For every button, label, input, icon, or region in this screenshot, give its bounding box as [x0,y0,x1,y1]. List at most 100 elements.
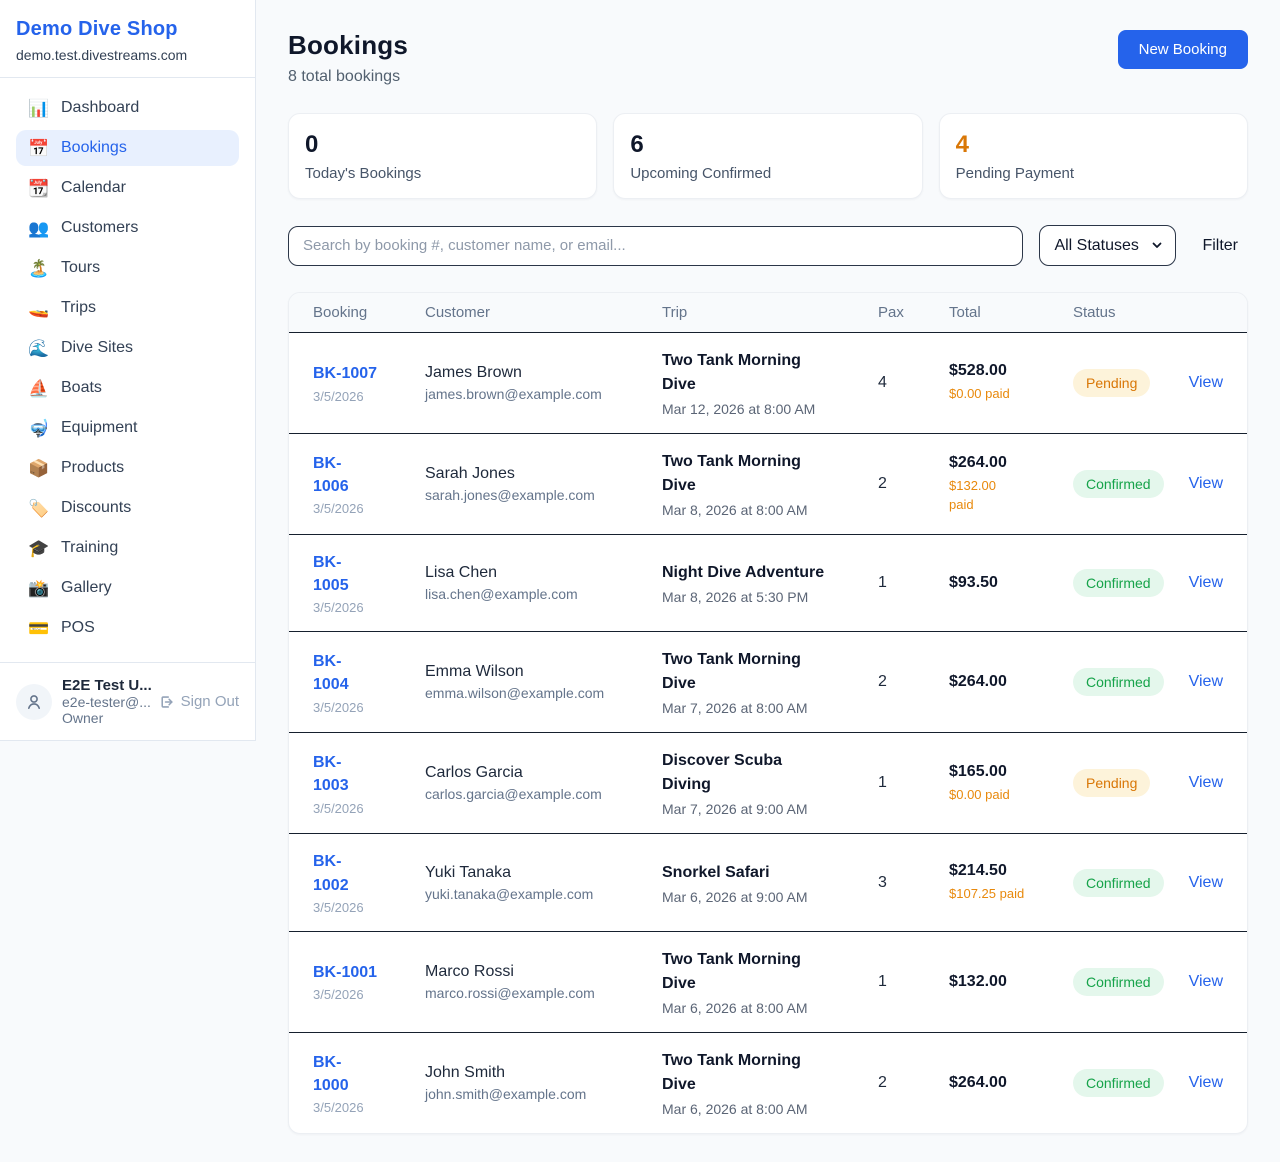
trip-cell: Night Dive Adventure Mar 8, 2026 at 5:30… [662,561,878,605]
actions-cell: View [1189,475,1223,493]
pax-cell: 1 [878,972,887,990]
pax-cell: 1 [878,774,887,792]
booking-id-link[interactable]: BK- 1002 [313,853,349,894]
trip-datetime: Mar 12, 2026 at 8:00 AM [662,401,816,417]
page-header-text: Bookings 8 total bookings [288,30,408,86]
view-link[interactable]: View [1188,972,1223,990]
total-amount: $264.00 [949,453,1007,471]
sidebar-item-tours[interactable]: 🏝️ Tours [28,258,101,278]
customer-email: sarah.jones@example.com [425,487,595,503]
total-cell: $214.50 $107.25 paid [949,862,1073,904]
actions-cell: View [1189,973,1223,991]
customer-email: john.smith@example.com [425,1085,587,1102]
stat-card: 0 Today's Bookings [288,113,598,199]
user-box: E2E Test U... e2e-tester@... Owner Sign … [0,662,255,740]
total-amount: $165.00 [949,762,1007,780]
view-link[interactable]: View [1188,873,1223,891]
column-header-customer: Customer [425,304,491,321]
booking-id-link[interactable]: BK- 1003 [313,754,349,795]
customer-name: John Smith [425,1063,506,1081]
trip-name: Two Tank Morning Dive [662,1051,801,1093]
booking-id-link[interactable]: BK- 1000 [313,1053,349,1094]
trip-cell: Snorkel Safari Mar 6, 2026 at 9:00 AM [662,861,878,905]
view-link[interactable]: View [1188,475,1223,492]
paid-amount: $0.00 paid [949,786,1010,802]
table-row: BK- 1003 3/5/2026 Carlos Garcia carlos.g… [289,733,1247,835]
booking-cell: BK- 1000 3/5/2026 [313,1051,425,1115]
view-link[interactable]: View [1188,673,1223,691]
stat-card: 6 Upcoming Confirmed [613,113,923,199]
search-input[interactable] [288,225,1024,266]
status-select-wrap: All Statuses [1039,225,1177,266]
trip-datetime: Mar 6, 2026 at 8:00 AM [662,999,808,1016]
booking-cell: BK-1007 3/5/2026 [313,362,425,403]
booking-date: 3/5/2026 [313,899,364,915]
stat-value: 6 [630,131,644,158]
sidebar-item-dive-sites[interactable]: 🌊 Dive Sites [28,338,134,358]
status-cell: Pending [1073,769,1180,798]
sidebar-item-trips[interactable]: 🚤 Trips [28,298,96,318]
trip-name: Two Tank Morning Dive [662,950,801,992]
column-header-pax: Pax [878,304,904,321]
pax-cell: 2 [878,1073,887,1091]
trip-cell: Two Tank Morning Dive Mar 12, 2026 at 8:… [662,349,878,417]
new-booking-button[interactable]: New Booking [1117,30,1248,69]
customer-name: Emma Wilson [425,663,524,681]
sign-out-button[interactable]: Sign Out [157,693,239,711]
booking-id-link[interactable]: BK-1001 [313,964,378,982]
table-row: BK-1001 3/5/2026 Marco Rossi marco.rossi… [289,932,1247,1033]
sidebar-item-pos[interactable]: 💳 POS [28,618,95,638]
customer-cell: Sarah Jones sarah.jones@example.com [425,465,662,503]
actions-cell: View [1189,673,1223,691]
sidebar-item-customers[interactable]: 👥 Customers [28,218,139,238]
booking-id-link[interactable]: BK-1007 [313,365,378,383]
booking-id-link[interactable]: BK- 1006 [313,454,349,495]
sidebar-item-equipment[interactable]: 🤿 Equipment [28,418,138,438]
customer-email: lisa.chen@example.com [425,586,578,603]
status-badge: Confirmed [1073,868,1164,897]
trip-cell: Two Tank Morning Dive Mar 7, 2026 at 8:0… [662,648,878,716]
sidebar-item-dashboard[interactable]: 📊 Dashboard [28,98,140,118]
customer-name: Marco Rossi [425,962,514,980]
diving-mask-icon: 🤿 [28,418,50,438]
brand-title: Demo Dive Shop [16,18,178,40]
sidebar-item-training[interactable]: 🎓 Training [28,538,119,558]
booking-date: 3/5/2026 [313,800,364,816]
avatar [16,683,52,720]
status-badge: Confirmed [1073,1068,1164,1097]
actions-cell: View [1189,874,1223,892]
view-link[interactable]: View [1188,1073,1223,1091]
booking-date: 3/5/2026 [313,501,364,517]
status-select[interactable]: All Statuses [1039,225,1177,266]
view-link[interactable]: View [1188,774,1223,792]
customer-cell: Carlos Garcia carlos.garcia@example.com [425,764,662,802]
status-cell: Confirmed [1073,668,1180,697]
user-role: Owner [62,710,104,726]
booking-id-link[interactable]: BK- 1004 [313,653,349,694]
status-cell: Confirmed [1073,569,1180,598]
person-icon [28,694,40,709]
customer-email: marco.rossi@example.com [425,984,595,1001]
customer-email: carlos.garcia@example.com [425,786,602,803]
sidebar-item-calendar[interactable]: 📆 Calendar [28,178,126,198]
customer-cell: Lisa Chen lisa.chen@example.com [425,564,662,602]
brand-domain: demo.test.divestreams.com [16,47,188,63]
graduation-cap-icon: 🎓 [28,538,50,558]
sidebar-item-bookings[interactable]: 📅 Bookings [16,130,239,166]
total-amount: $214.50 [949,861,1007,879]
trip-cell: Two Tank Morning Dive Mar 6, 2026 at 8:0… [662,948,878,1016]
sidebar-item-boats[interactable]: ⛵ Boats [28,378,102,398]
booking-id-link[interactable]: BK- 1005 [313,554,349,595]
booking-date: 3/5/2026 [313,1099,364,1115]
sidebar-item-gallery[interactable]: 📸 Gallery [28,578,112,598]
status-badge: Pending [1073,769,1151,798]
sidebar-item-discounts[interactable]: 🏷️ Discounts [28,498,132,518]
table-row: BK- 1005 3/5/2026 Lisa Chen lisa.chen@ex… [289,535,1247,633]
sidebar-nav: 📊 Dashboard 📅 Bookings 📆 Calendar 👥 Cust… [0,78,255,662]
filter-button[interactable]: Filter [1202,236,1238,254]
customer-name: Carlos Garcia [425,764,523,782]
booking-date: 3/5/2026 [313,987,364,1003]
sidebar-item-products[interactable]: 📦 Products [28,458,125,478]
view-link[interactable]: View [1188,574,1223,592]
view-link[interactable]: View [1188,374,1223,391]
